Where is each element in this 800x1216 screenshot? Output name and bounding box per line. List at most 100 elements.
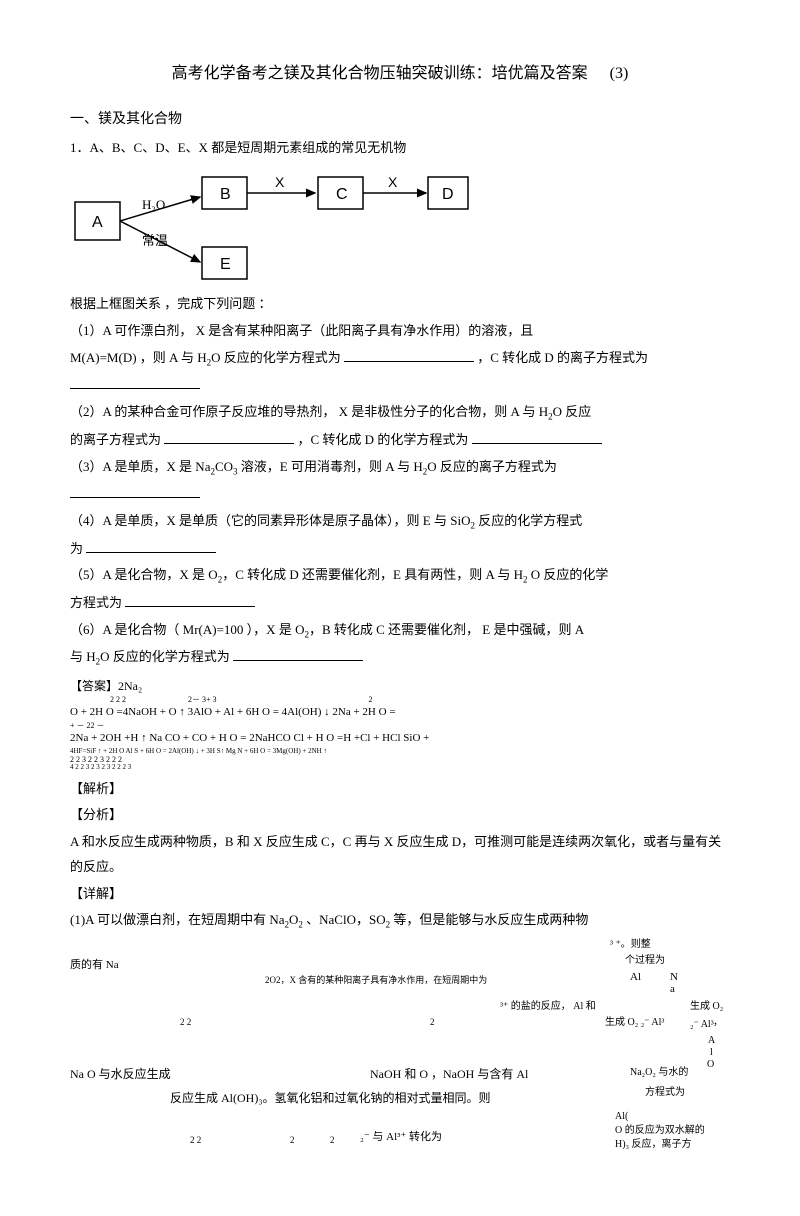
label-x1: X bbox=[275, 174, 285, 190]
m14: Na₂O₂ 与水的 bbox=[630, 1064, 688, 1082]
xj1d: 等，但是能够与水反应生成两种物 bbox=[390, 912, 588, 927]
m11c: O bbox=[707, 1056, 714, 1074]
p5d-line: 方程式为 bbox=[70, 591, 730, 616]
page-container: 高考化学备考之镁及其化合物压轴突破训练：培优篇及答案 (3) 一、镁及其化合物 … bbox=[0, 0, 800, 1216]
p1b: M(A)=M(D) ，则 A 与 H2O 反应的化学方程式为 ，C 转化成 D … bbox=[70, 346, 730, 372]
ans-super-row: 2 2 2 2－ 3+ 3 2 bbox=[70, 696, 730, 704]
question-1-stem: 1．A、B、C、D、E、X 都是短周期元素组成的常见无机物 bbox=[70, 136, 730, 159]
m19: 2 bbox=[290, 1132, 295, 1148]
blank bbox=[233, 648, 363, 661]
ans-s3: 2 bbox=[369, 695, 373, 704]
ans-s1: 2 2 2 bbox=[110, 695, 126, 704]
label-x2: X bbox=[388, 174, 398, 190]
p6a: （6）A 是化合物（ Mr(A)=100 ），X 是 O bbox=[70, 622, 304, 637]
node-a: A bbox=[92, 214, 103, 231]
xj1a: (1)A 可以做漂白剂，在短周期中有 Na bbox=[70, 912, 285, 927]
m21: ₂⁻ 与 Al³⁺ 转化为 bbox=[360, 1128, 442, 1148]
m16: 方程式为 bbox=[645, 1084, 685, 1102]
p5: （5）A 是化合物，X 是 O2，C 转化成 D 还需要催化剂，E 具有两性，则… bbox=[70, 563, 730, 589]
fenxi-text: A 和水反应生成两种物质，B 和 X 反应生成 C，C 再与 X 反应生成 D，… bbox=[70, 830, 730, 879]
p6d: O 反应的化学方程式为 bbox=[100, 649, 230, 664]
diagram-svg: A H₂O 常温 B E X C X D bbox=[70, 167, 470, 282]
m2: 2O2，X 含有的某种阳离子具有净水作用，在短周期中为 bbox=[265, 972, 487, 988]
page-title: 高考化学备考之镁及其化合物压轴突破训练：培优篇及答案 (3) bbox=[70, 60, 730, 89]
ans-top-row: + － 22 － bbox=[70, 722, 730, 730]
p5a: （5）A 是化合物，X 是 O bbox=[70, 567, 218, 582]
answer-block: 【答案】2Na₂ 2 2 2 2－ 3+ 3 2 O + 2H O =4NaOH… bbox=[70, 677, 730, 771]
section-heading: 一、镁及其化合物 bbox=[70, 107, 730, 132]
flow-diagram: A H₂O 常温 B E X C X D bbox=[70, 167, 730, 282]
m13: NaOH 和 O ，NaOH 与含有 Al bbox=[370, 1064, 528, 1086]
node-c: C bbox=[336, 186, 348, 203]
m18: 2 2 bbox=[190, 1132, 201, 1148]
p6: （6）A 是化合物（ Mr(A)=100 ），X 是 O2，B 转化成 C 还需… bbox=[70, 618, 730, 644]
fenxi-label: 【分析】 bbox=[70, 803, 730, 828]
ans1: 2Na₂ bbox=[118, 679, 142, 693]
p6c: 与 H bbox=[70, 649, 96, 664]
m8: 生成 O₂ ₂⁻ Al³ bbox=[605, 1014, 664, 1032]
m7: ³⁺ 的盐的反应， Al 和 bbox=[500, 998, 596, 1016]
jiexi-label: 【解析】 bbox=[70, 777, 730, 802]
p3a: （3）A 是单质，X 是 Na bbox=[70, 459, 210, 474]
m20: 2 bbox=[330, 1132, 335, 1148]
node-b: B bbox=[220, 186, 231, 203]
xj1b: O bbox=[289, 912, 298, 927]
p4c-line: 为 bbox=[70, 537, 730, 562]
p4: （4）A 是单质，X 是单质（它的同素异形体是原子晶体），则 E 与 SiO2 … bbox=[70, 509, 730, 535]
ans-line-2: 2Na + 2OH +H ↑ Na CO + CO + H O = 2NaHCO… bbox=[70, 730, 730, 748]
xj1c: 、NaClO，SO bbox=[303, 912, 386, 927]
p3b: CO bbox=[215, 459, 233, 474]
blank bbox=[344, 349, 474, 362]
blank bbox=[70, 376, 200, 389]
messy-layout: ³ ⁺。则整 质的有 Na 个过程为 2O2，X 含有的某种阳离子具有净水作用，… bbox=[70, 936, 730, 1176]
m22: H)₃ 反应，离子方 bbox=[615, 1136, 692, 1154]
xiangjie-label: 【详解】 bbox=[70, 882, 730, 907]
m8b-txt: 生成 O₂ ₂⁻ Al³ bbox=[690, 998, 730, 1034]
ans-tiny: 4HF=SiF ↑ + 2H O Al S + 6H O = 2Al(OH) ↓… bbox=[70, 747, 730, 755]
blank bbox=[86, 540, 216, 553]
label-room: 常温 bbox=[142, 233, 168, 248]
node-d: D bbox=[442, 186, 454, 203]
node-e: E bbox=[220, 256, 231, 273]
m9: 2 2 bbox=[180, 1014, 191, 1030]
p2: （2）A 的某种合金可作原子反应堆的导热剂， X 是非极性分子的化合物，则 A … bbox=[70, 400, 730, 426]
p2b: O 反应 bbox=[553, 404, 592, 419]
ans-tiny2: 4 2 2 3 2 3 2 3 2 2 2 3 bbox=[70, 764, 730, 771]
p2c-line: 的离子方程式为 ，C 转化成 D 的化学方程式为 bbox=[70, 428, 730, 453]
ans-sub-row: 2 2 3 2 2 3 2 2 2 bbox=[70, 756, 730, 764]
p4b: 反应的化学方程式 bbox=[475, 513, 582, 528]
p1a: （1）A 可作漂白剂， X 是含有某种阳离子（此阳离子具有净水作用）的溶液，且 bbox=[70, 319, 730, 344]
p3: （3）A 是单质，X 是 Na2CO3 溶液，E 可用消毒剂，则 A 与 H2O… bbox=[70, 455, 730, 481]
m6b: a bbox=[670, 980, 675, 1000]
m1: 质的有 Na bbox=[70, 956, 119, 976]
p1b-2: O 反应的化学方程式为 bbox=[211, 350, 341, 365]
p5c: O 反应的化学 bbox=[528, 567, 609, 582]
p3c: 溶液，E 可用消毒剂，则 A 与 H bbox=[238, 459, 423, 474]
p2d: ，C 转化成 D 的化学方程式为 bbox=[298, 432, 469, 447]
blank bbox=[70, 485, 200, 498]
label-h2o: H₂O bbox=[142, 197, 165, 212]
m10: 2 bbox=[430, 1014, 435, 1030]
m15: 反应生成 Al(OH)₃。氢氧化铝和过氧化钠的相对式量相同。则 bbox=[170, 1088, 491, 1110]
ans-line-1: O + 2H O =4NaOH + O ↑ 3AlO + Al + 6H O =… bbox=[70, 704, 730, 722]
blank bbox=[125, 594, 255, 607]
xj1: (1)A 可以做漂白剂，在短周期中有 Na2O2 、NaClO，SO2 等，但是… bbox=[70, 908, 730, 934]
blank bbox=[472, 431, 602, 444]
p6c-line: 与 H2O 反应的化学方程式为 bbox=[70, 645, 730, 671]
p5b: ，C 转化成 D 还需要催化剂，E 具有两性，则 A 与 H bbox=[222, 567, 523, 582]
p5d: 方程式为 bbox=[70, 595, 122, 610]
p4a: （4）A 是单质，X 是单质（它的同素异形体是原子晶体），则 E 与 SiO bbox=[70, 513, 470, 528]
p2a: （2）A 的某种合金可作原子反应堆的导热剂， X 是非极性分子的化合物，则 A … bbox=[70, 404, 548, 419]
title-num: (3) bbox=[610, 65, 629, 82]
ans-label: 【答案】 bbox=[70, 679, 118, 693]
m8b: ， bbox=[713, 1014, 723, 1032]
p3d: O 反应的离子方程式为 bbox=[427, 459, 557, 474]
title-main: 高考化学备考之镁及其化合物压轴突破训练：培优篇及答案 bbox=[172, 65, 588, 82]
p1b-1: M(A)=M(D) ，则 A 与 H bbox=[70, 350, 207, 365]
p2c: 的离子方程式为 bbox=[70, 432, 161, 447]
ans-s2: 2－ 3+ 3 bbox=[188, 695, 217, 704]
blank bbox=[164, 431, 294, 444]
m12: Na O 与水反应生成 bbox=[70, 1064, 171, 1086]
p4c: 为 bbox=[70, 541, 83, 556]
m5: Al bbox=[630, 968, 641, 988]
